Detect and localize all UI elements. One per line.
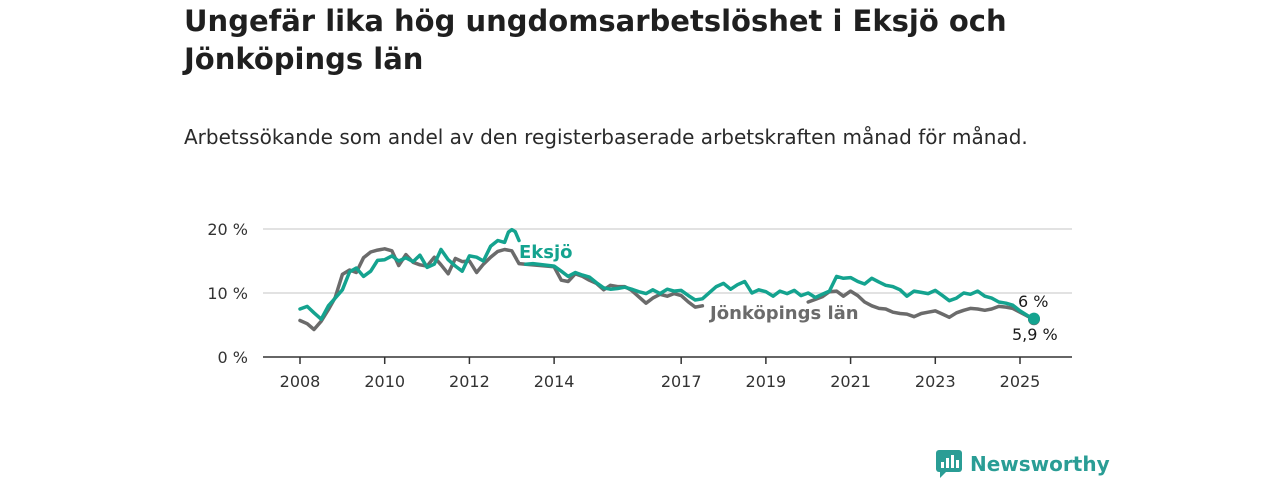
line-chart: 0 % 10 % 20 % 2008 2010 2012 2014 2017 2019 2021 2… — [207, 220, 1072, 391]
x-tick-label: 2021 — [830, 372, 871, 391]
x-tick-label: 2023 — [915, 372, 956, 391]
x-tick-label: 2008 — [280, 372, 321, 391]
x-tick-label: 2025 — [1000, 372, 1041, 391]
x-tick-label: 2010 — [364, 372, 405, 391]
y-tick-label: 10 % — [207, 284, 248, 303]
x-tick-label: 2012 — [449, 372, 490, 391]
y-tick-label: 0 % — [218, 348, 248, 367]
axes: 0 % 10 % 20 % 2008 2010 2012 2014 2017 2019 2021 2… — [207, 220, 1072, 391]
end-value-jonkopings-lan: 5,9 % — [1012, 325, 1058, 344]
end-value-eksjo: 6 % — [1018, 292, 1048, 311]
y-tick-label: 20 % — [207, 220, 248, 239]
bar-chart-bubble-icon — [936, 450, 962, 478]
brand-name: Newsworthy — [970, 452, 1110, 476]
x-tick-label: 2014 — [534, 372, 575, 391]
x-tick-label: 2019 — [746, 372, 787, 391]
end-marker-eksjo — [1027, 312, 1040, 325]
series-line-jonkopings-lan — [806, 289, 1036, 321]
newsworthy-logo: Newsworthy — [936, 448, 1110, 480]
series-line-eksjo — [523, 261, 1036, 321]
series-label-jonkopings-lan: Jönköpings län — [708, 303, 859, 324]
series-line-eksjo — [298, 227, 521, 321]
series-line-jonkopings-lan — [298, 247, 705, 332]
series-labels: Eksjö Jönköpings län 6 % 5,9 % — [517, 240, 1058, 344]
series-lines — [298, 227, 1040, 332]
series-label-eksjo: Eksjö — [519, 242, 573, 263]
chart-subtitle: Arbetssökande som andel av den registerb… — [184, 125, 1028, 149]
chart-title: Ungefär lika hög ungdomsarbetslöshet i E… — [184, 4, 1007, 76]
x-tick-label: 2017 — [661, 372, 702, 391]
